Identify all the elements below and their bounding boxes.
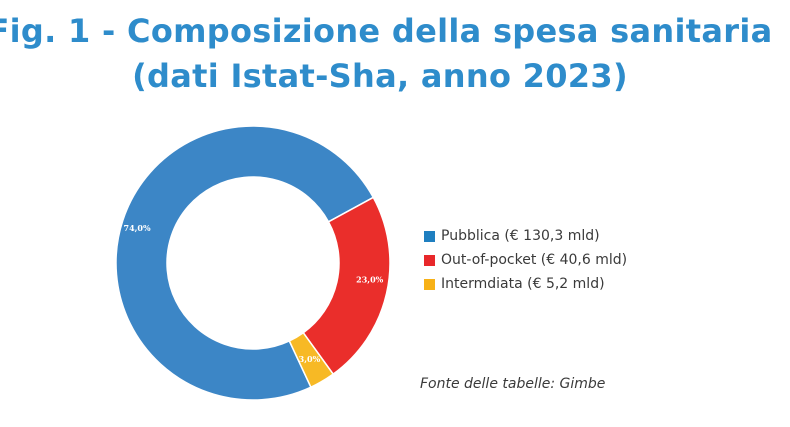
donut-slice-intermediata: [288, 331, 335, 389]
donut-slice-pubblica: [115, 125, 375, 401]
legend-label-out-of-pocket: Out-of-pocket (€ 40,6 mld): [441, 252, 628, 268]
legend-swatch-intermediata: [424, 278, 435, 290]
chart-title-line2: (dati Istat-Sha, anno 2023): [132, 57, 628, 95]
legend-label-pubblica: Pubblica (€ 130,3 mld): [441, 228, 600, 244]
legend-swatch-out-of-pocket: [424, 254, 435, 266]
chart-title-line1: Fig. 1 - Composizione della spesa sanita…: [0, 12, 773, 50]
legend-swatch-pubblica: [424, 230, 435, 242]
slice-label-intermediata: 3,0%: [299, 354, 321, 364]
source-note: Fonte delle tabelle: Gimbe: [420, 376, 606, 392]
legend-label-intermediata: Intermdiata (€ 5,2 mld): [441, 276, 605, 292]
chart-legend: Pubblica (€ 130,3 mld) Out-of-pocket (€ …: [424, 224, 627, 296]
slice-label-pubblica: 74,0%: [124, 223, 151, 233]
legend-item-out-of-pocket: Out-of-pocket (€ 40,6 mld): [424, 248, 627, 272]
legend-item-intermediata: Intermdiata (€ 5,2 mld): [424, 272, 627, 296]
donut-slice-out-of-pocket: [302, 196, 391, 376]
slice-label-out-of-pocket: 23,0%: [356, 275, 383, 285]
legend-item-pubblica: Pubblica (€ 130,3 mld): [424, 224, 627, 248]
